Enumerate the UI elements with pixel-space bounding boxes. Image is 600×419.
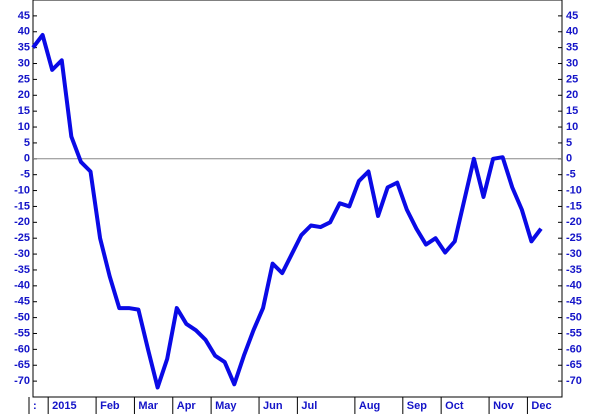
y-tick-label: -10 <box>14 184 30 196</box>
y2-tick-label: -25 <box>566 232 582 244</box>
x-tick-label: Nov <box>493 400 515 412</box>
y2-tick-label: 25 <box>566 73 578 85</box>
x-tick-label: Oct <box>445 400 464 412</box>
x-tick-label: Jul <box>301 400 317 412</box>
y2-tick-label: 15 <box>566 105 578 117</box>
y2-tick-label: -55 <box>566 327 582 339</box>
x-tick-label: Jun <box>263 400 283 412</box>
y2-tick-label: -40 <box>566 280 582 292</box>
y2-tick-label: -5 <box>566 169 576 181</box>
y2-tick-label: -15 <box>566 200 582 212</box>
y2-tick-label: -70 <box>566 375 582 387</box>
x-tick-label: May <box>215 400 237 412</box>
y-tick-label: 30 <box>18 57 30 69</box>
y-tick-label: -55 <box>14 327 30 339</box>
y-tick-label: -15 <box>14 200 30 212</box>
y-tick-label: 5 <box>24 137 30 149</box>
y-tick-label: 15 <box>18 105 30 117</box>
y2-tick-label: -20 <box>566 216 582 228</box>
y2-tick-label: 5 <box>566 137 572 149</box>
y-tick-label: -20 <box>14 216 30 228</box>
y2-tick-label: 10 <box>566 121 578 133</box>
x-tick-label: : <box>33 400 37 412</box>
x-tick-label: Apr <box>177 400 197 412</box>
y2-tick-label: 30 <box>566 57 578 69</box>
x-tick-label: Sep <box>407 400 427 412</box>
y2-tick-label: -50 <box>566 312 582 324</box>
y-tick-label: -30 <box>14 248 30 260</box>
y-tick-label: 25 <box>18 73 30 85</box>
y-tick-label: -25 <box>14 232 30 244</box>
y2-tick-label: -30 <box>566 248 582 260</box>
y-tick-label: 40 <box>18 26 30 38</box>
y-tick-label: -50 <box>14 312 30 324</box>
y-tick-label: -35 <box>14 264 30 276</box>
y-tick-label: 35 <box>18 42 30 54</box>
y-tick-label: -40 <box>14 280 30 292</box>
x-tick-label: Aug <box>359 400 380 412</box>
x-tick-label: 2015 <box>52 400 76 412</box>
y-tick-label: -60 <box>14 343 30 355</box>
data-line <box>31 32 543 390</box>
y2-tick-label: 35 <box>566 42 578 54</box>
y-tick-label: 45 <box>18 10 30 22</box>
y2-tick-label: 20 <box>566 89 578 101</box>
y-tick-label: 20 <box>18 89 30 101</box>
x-tick-label: Dec <box>531 400 551 412</box>
y-tick-label: 0 <box>24 153 30 165</box>
y2-tick-label: -60 <box>566 343 582 355</box>
y2-tick-label: -45 <box>566 296 582 308</box>
x-tick-label: Mar <box>138 400 158 412</box>
y2-tick-label: -65 <box>566 359 582 371</box>
y2-tick-label: 0 <box>566 153 572 165</box>
y-tick-label: -70 <box>14 375 30 387</box>
y-tick-label: -45 <box>14 296 30 308</box>
y2-tick-label: -10 <box>566 184 582 196</box>
y2-tick-label: 40 <box>566 26 578 38</box>
plot-area <box>32 0 563 398</box>
y-tick-label: 10 <box>18 121 30 133</box>
y2-tick-label: 45 <box>566 10 578 22</box>
y2-tick-label: -35 <box>566 264 582 276</box>
y-tick-label: -5 <box>20 169 30 181</box>
y-tick-label: -65 <box>14 359 30 371</box>
x-tick-label: Feb <box>100 400 120 412</box>
